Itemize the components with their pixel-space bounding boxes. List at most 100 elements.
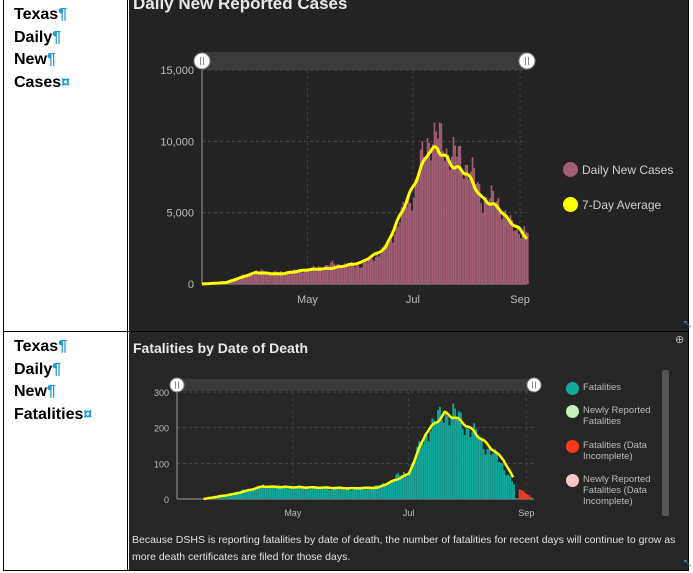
bar — [338, 487, 341, 499]
bar — [456, 156, 458, 284]
bar — [376, 254, 379, 284]
bar — [370, 488, 373, 499]
bar — [527, 232, 529, 284]
bar — [458, 411, 460, 499]
bar — [463, 178, 465, 284]
bar — [468, 179, 470, 284]
bar — [406, 476, 409, 499]
bar — [428, 142, 431, 284]
bar — [435, 421, 438, 499]
bar — [449, 169, 451, 284]
label-line: Fatalities¤ — [14, 405, 93, 423]
bar — [334, 488, 337, 499]
bar — [252, 489, 255, 499]
legend-swatch — [566, 440, 579, 453]
bar — [405, 206, 408, 284]
bar — [404, 473, 407, 499]
bar — [251, 489, 253, 499]
bar — [361, 486, 364, 499]
bar — [228, 493, 231, 499]
bar — [466, 164, 469, 284]
bar — [340, 487, 343, 499]
bar — [304, 486, 307, 499]
bar — [469, 171, 472, 284]
slider-handle-icon[interactable] — [518, 52, 536, 70]
bar — [279, 270, 282, 284]
bar — [528, 495, 531, 499]
bar — [471, 432, 474, 499]
bar — [492, 453, 495, 499]
bar — [291, 270, 294, 284]
bar — [277, 484, 280, 499]
bar — [411, 210, 413, 284]
fatalities-chart[interactable]: 0 100 200 300 May Jul Sep — [129, 332, 688, 532]
bar — [419, 149, 422, 284]
legend-item-fatalities-data-incomplete[interactable]: Fatalities (Data Incomplete) — [566, 440, 661, 462]
bar — [457, 146, 460, 284]
bar — [486, 449, 489, 499]
bar — [235, 491, 238, 499]
bar — [245, 490, 248, 499]
legend-item-newly-reported-data-incomplete[interactable]: Newly Reported Fatalities (Data Incomple… — [566, 474, 661, 507]
bar — [390, 239, 393, 284]
label-line: Daily¶ — [14, 360, 62, 378]
bar — [297, 270, 299, 284]
bar — [388, 237, 391, 284]
bar — [324, 265, 327, 284]
bar — [410, 464, 413, 499]
legend-item-daily-new-cases[interactable]: Daily New Cases — [563, 162, 673, 177]
bar — [296, 485, 299, 499]
bar — [437, 138, 439, 284]
y-tick-label: 10,000 — [160, 136, 194, 148]
bar — [268, 487, 270, 499]
bar — [400, 206, 403, 284]
bar — [378, 486, 381, 499]
bar — [237, 491, 240, 499]
slider-handle-icon[interactable] — [193, 52, 211, 70]
legend-scrollbar[interactable] — [662, 370, 669, 516]
bar — [247, 489, 250, 499]
bar — [336, 263, 339, 284]
bar — [383, 484, 386, 499]
bar — [473, 167, 476, 284]
bar — [518, 489, 521, 499]
bar — [311, 487, 314, 499]
x-tick-label: May — [297, 294, 318, 306]
bar — [336, 488, 339, 499]
settings-icon[interactable]: ⊕ — [675, 334, 685, 346]
y-tick-label: 5,000 — [166, 208, 194, 220]
bar — [480, 203, 482, 284]
bar — [397, 473, 400, 499]
bar — [496, 453, 498, 499]
bar — [260, 269, 263, 284]
bar — [357, 488, 360, 499]
bar — [355, 487, 358, 499]
bar — [298, 269, 301, 284]
expand-icon[interactable]: ⤡ — [684, 319, 692, 329]
bar — [494, 448, 496, 499]
bar — [509, 476, 512, 499]
slider-handle-icon[interactable] — [169, 377, 185, 393]
legend-item-fatalities[interactable]: Fatalities — [566, 382, 661, 395]
bar — [252, 274, 254, 284]
bar — [331, 260, 334, 284]
series-line-7-day-average — [203, 410, 515, 501]
bar — [509, 215, 512, 284]
slider-handle-icon[interactable] — [526, 377, 542, 393]
bar — [367, 258, 370, 284]
bar — [488, 448, 491, 499]
bar — [448, 425, 451, 499]
bar — [452, 403, 455, 499]
bar — [321, 269, 323, 284]
bar — [264, 272, 266, 284]
bar — [262, 484, 265, 499]
expand-icon[interactable]: ⤡ — [684, 558, 692, 568]
bar — [524, 492, 527, 499]
legend-item-7-day-average[interactable]: 7-Day Average — [563, 197, 661, 212]
bar — [283, 485, 286, 499]
legend-swatch — [566, 405, 579, 418]
bar — [340, 267, 342, 284]
cases-chart[interactable]: 0 5,000 10,000 15,000 May Jul Sep — [129, 0, 688, 331]
legend-item-newly-reported-fatalities[interactable]: Newly Reported Fatalities — [566, 405, 661, 427]
bar — [463, 435, 466, 499]
